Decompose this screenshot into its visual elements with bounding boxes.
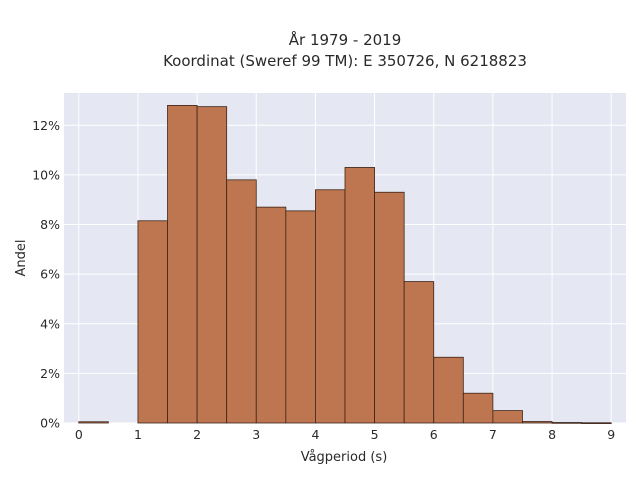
x-axis-label: Vågperiod (s) — [301, 450, 388, 465]
y-tick-label: 2% — [40, 366, 60, 381]
histogram-bar — [551, 422, 583, 424]
histogram-bar — [403, 281, 435, 424]
histogram-bar — [344, 167, 375, 424]
x-tick-label: 8 — [548, 427, 556, 442]
histogram-bar — [492, 410, 523, 424]
chart-title-line-1: År 1979 - 2019 — [289, 30, 402, 49]
x-tick-label: 4 — [311, 427, 319, 442]
y-tick-label: 10% — [32, 167, 60, 182]
y-axis-label: Andel — [14, 240, 29, 277]
x-tick-label: 9 — [607, 427, 615, 442]
y-axis-ticks: 0% 2% 4% 6% 8% 10% 12% — [32, 118, 60, 431]
histogram-bar — [581, 422, 612, 424]
x-tick-label: 5 — [371, 427, 379, 442]
x-tick-label: 0 — [75, 427, 83, 442]
histogram-bar — [196, 106, 228, 424]
histogram-bar — [167, 105, 198, 424]
bars — [78, 105, 612, 424]
y-tick-label: 12% — [32, 118, 60, 133]
x-tick-label: 7 — [489, 427, 497, 442]
x-axis-ticks: 0 1 2 3 4 5 6 7 8 9 — [75, 427, 615, 442]
x-tick-label: 3 — [252, 427, 260, 442]
histogram-bar — [433, 356, 464, 424]
histogram-bar — [285, 210, 316, 424]
x-tick-label: 2 — [193, 427, 201, 442]
histogram-bar — [226, 179, 257, 424]
y-tick-label: 4% — [40, 316, 60, 331]
y-tick-label: 6% — [40, 267, 60, 282]
y-tick-label: 8% — [40, 217, 60, 232]
histogram-bar — [315, 189, 346, 424]
y-tick-label: 0% — [40, 416, 60, 431]
histogram-bar — [255, 206, 287, 424]
x-tick-label: 6 — [430, 427, 438, 442]
histogram-bar — [78, 421, 109, 424]
chart-title-line-2: Koordinat (Sweref 99 TM): E 350726, N 62… — [163, 52, 527, 70]
histogram-bar — [522, 421, 553, 424]
histogram-bar — [374, 191, 405, 424]
histogram-bar — [462, 392, 494, 424]
histogram-bar — [137, 220, 168, 424]
x-tick-label: 1 — [134, 427, 142, 442]
